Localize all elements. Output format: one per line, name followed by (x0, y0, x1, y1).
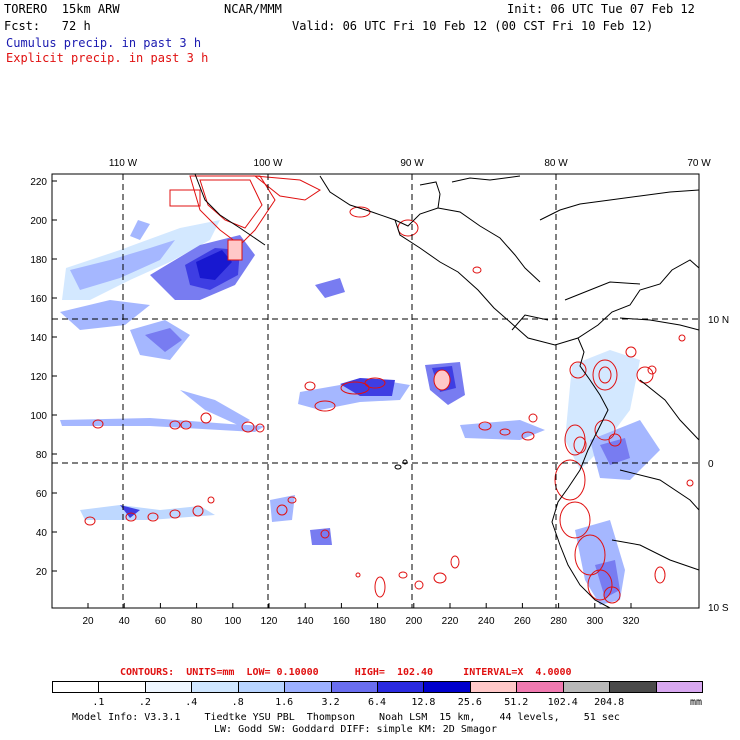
contour-info: CONTOURS: UNITS=mm LOW= 0.10000 HIGH= 10… (120, 667, 572, 678)
colorbar-label: 3.2 (321, 697, 340, 708)
forecast-hour: Fcst: 72 h (4, 19, 91, 33)
colorbar-swatch (237, 681, 286, 693)
colorbar-label: .1 (92, 697, 105, 708)
longitude-label: 80 W (544, 158, 568, 169)
colorbar-swatch (469, 681, 518, 693)
colorbar-label: .8 (231, 697, 244, 708)
cumulus-precip (60, 220, 660, 605)
coastlines (194, 173, 700, 609)
x-tick-label: 260 (514, 616, 531, 627)
x-tick-label: 80 (191, 616, 203, 627)
colorbar-swatch (655, 681, 703, 693)
colorbar-unit: mm (690, 697, 703, 708)
colorbar-label: 6.4 (367, 697, 387, 708)
colorbar-label: 25.6 (457, 697, 482, 708)
producer: NCAR/MMM (224, 2, 282, 16)
x-tick-label: 300 (586, 616, 603, 627)
colorbar-label: .2 (138, 697, 151, 708)
y-tick-label: 220 (30, 177, 47, 188)
longitude-label: 110 W (109, 158, 138, 169)
x-tick-label: 200 (405, 616, 422, 627)
colorbar-swatch (609, 681, 657, 693)
x-tick-label: 20 (82, 616, 94, 627)
colorbar-swatch (52, 681, 100, 693)
y-tick-label: 160 (30, 294, 47, 305)
latitude-label: 0 (708, 459, 714, 470)
x-tick-label: 280 (550, 616, 567, 627)
colorbar-swatch (516, 681, 564, 693)
model-info: Model Info: V3.3.1 Tiedtke YSU PBL Thomp… (72, 712, 620, 723)
colorbar-label: 12.8 (411, 697, 436, 708)
y-tick-label: 120 (30, 372, 47, 383)
x-tick-label: 320 (623, 616, 640, 627)
y-tick-label: 140 (30, 333, 47, 344)
colorbar-swatch (330, 681, 378, 693)
model-name: TORERO 15km ARW (4, 2, 120, 16)
field1-title: Cumulus precip. in past 3 h (6, 36, 202, 50)
init-time: Init: 06 UTC Tue 07 Feb 12 (507, 2, 695, 16)
x-tick-label: 120 (261, 616, 278, 627)
y-tick-label: 180 (30, 255, 47, 266)
colorbar-label: .4 (185, 697, 198, 708)
colorbar-label: 51.2 (504, 697, 529, 708)
y-tick-label: 80 (36, 450, 48, 461)
colorbar-label: 102.4 (547, 697, 578, 708)
latitude-label: 10 S (708, 603, 729, 614)
valid-time: Valid: 06 UTC Fri 10 Feb 12 (00 CST Fri … (292, 19, 654, 33)
colorbar-label: 204.8 (594, 697, 625, 708)
colorbar-swatch (144, 681, 193, 693)
longitude-label: 90 W (400, 158, 424, 169)
x-tick-label: 100 (224, 616, 241, 627)
colorbar-swatch (191, 681, 239, 693)
field2-title: Explicit precip. in past 3 h (6, 51, 209, 65)
colorbar-swatch (377, 681, 425, 693)
colorbar-swatch (284, 681, 332, 693)
x-tick-label: 220 (442, 616, 459, 627)
y-tick-label: 20 (36, 567, 48, 578)
x-tick-label: 160 (333, 616, 350, 627)
y-tick-label: 40 (36, 528, 48, 539)
colorbar-swatch (98, 681, 146, 693)
y-tick-label: 60 (36, 489, 48, 500)
colorbar-swatch (562, 681, 611, 693)
colorbar-swatch (423, 681, 471, 693)
y-tick-label: 100 (30, 411, 47, 422)
x-tick-label: 240 (478, 616, 495, 627)
x-tick-label: 60 (155, 616, 167, 627)
physics-info: LW: Godd SW: Goddard DIFF: simple KM: 2D… (214, 724, 497, 735)
latitude-label: 10 N (708, 315, 729, 326)
colorbar-label: 1.6 (275, 697, 294, 708)
longitude-label: 70 W (687, 158, 711, 169)
longitude-label: 100 W (254, 158, 283, 169)
graticule (52, 174, 699, 608)
x-tick-label: 140 (297, 616, 314, 627)
y-tick-label: 200 (30, 216, 47, 227)
explicit-precip (84, 175, 694, 604)
x-tick-label: 180 (369, 616, 386, 627)
x-tick-label: 40 (119, 616, 131, 627)
